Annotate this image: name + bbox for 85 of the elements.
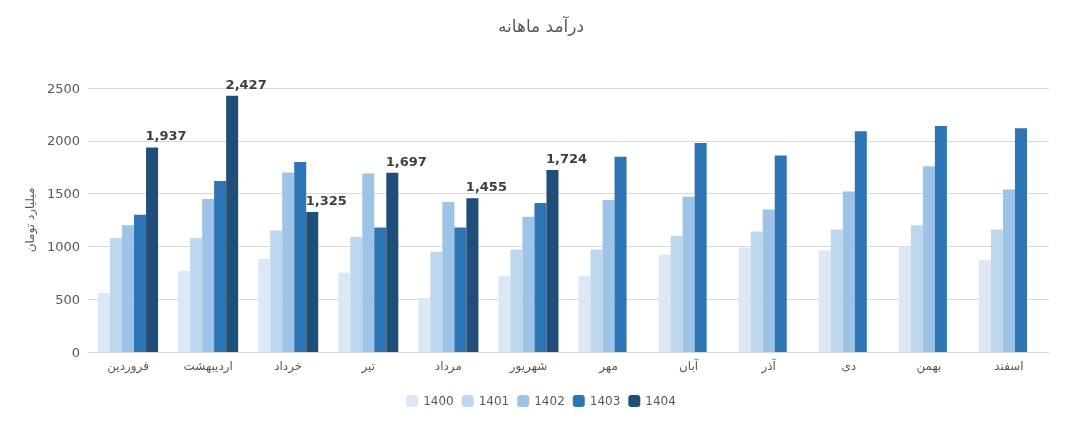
x-tick-label: آبان (679, 358, 699, 373)
bar (978, 260, 991, 352)
bar (694, 142, 707, 352)
bar (922, 166, 935, 352)
legend-label: 1401 (478, 394, 510, 408)
bar (842, 191, 855, 352)
bar (282, 172, 295, 352)
x-tick-label: اسفند (994, 359, 1024, 373)
bar (374, 227, 387, 352)
bar (990, 229, 1003, 352)
bar (294, 161, 307, 352)
bar (362, 173, 375, 352)
bar (774, 155, 787, 352)
bar (134, 214, 147, 352)
bar (430, 251, 443, 352)
bar (934, 126, 947, 352)
bar (98, 292, 111, 352)
bar (670, 235, 683, 352)
bar (202, 198, 215, 352)
y-tick-label: 2500 (46, 80, 80, 96)
bar (658, 254, 671, 352)
data-label: 1,455 (465, 179, 507, 195)
bar (214, 180, 227, 352)
bar (110, 237, 123, 352)
bar (498, 275, 511, 352)
data-label: 1,937 (145, 128, 187, 144)
bar (178, 270, 191, 352)
bar (270, 230, 283, 352)
x-tick-label: فروردین (107, 359, 149, 374)
x-tick-label: مهر (598, 359, 618, 374)
bar (898, 246, 911, 352)
bar (546, 169, 559, 352)
bar (522, 216, 535, 352)
bar (510, 249, 523, 352)
bar (910, 225, 923, 352)
bar (258, 259, 271, 352)
data-label: 1,697 (385, 153, 427, 169)
y-tick-label: 0 (71, 344, 80, 360)
legend-label: 1402 (534, 394, 565, 408)
legend-label: 1403 (589, 394, 621, 408)
bar (386, 172, 399, 352)
bar (762, 209, 775, 352)
y-tick-label: 2000 (46, 133, 80, 149)
legend-label: 1404 (645, 394, 676, 408)
bar (146, 147, 159, 352)
bar (830, 229, 843, 352)
bar (338, 272, 351, 352)
y-tick-label: 1500 (46, 186, 80, 202)
x-tick-label: تیر (360, 359, 376, 374)
bar (306, 212, 319, 352)
data-label: 1,724 (545, 150, 588, 166)
data-label: 1,325 (305, 193, 347, 209)
bar (122, 225, 135, 352)
x-tick-label: بهمن (916, 359, 942, 374)
bar (466, 198, 479, 352)
bar (590, 249, 603, 352)
x-tick-label: اردیبهشت (183, 359, 233, 374)
bar (602, 199, 615, 352)
bar (750, 231, 763, 352)
bar (1002, 189, 1015, 352)
bar (442, 202, 455, 352)
bar (682, 196, 695, 352)
y-axis-title: میلیارد تومان (23, 187, 39, 253)
bar (418, 298, 431, 352)
legend-label: 1400 (423, 394, 454, 408)
x-tick-label: شهریور (508, 359, 548, 374)
x-tick-label: مرداد (434, 359, 462, 374)
y-tick-label: 1000 (46, 238, 80, 254)
chart-title: درآمد ماهانه (497, 14, 585, 36)
bar (614, 156, 627, 352)
data-label: 2,427 (225, 76, 267, 92)
bar (350, 236, 363, 352)
bar (534, 203, 547, 352)
bar (738, 247, 751, 352)
y-tick-label: 500 (55, 291, 80, 307)
bar (1014, 128, 1027, 352)
x-tick-label: خرداد (274, 359, 303, 374)
x-tick-label: دی (841, 359, 857, 373)
bar (226, 95, 239, 352)
bar (818, 250, 831, 352)
bar (190, 237, 203, 352)
bar (578, 275, 591, 352)
bar (854, 131, 867, 352)
x-tick-label: آذر (760, 358, 777, 374)
bar (454, 227, 467, 352)
